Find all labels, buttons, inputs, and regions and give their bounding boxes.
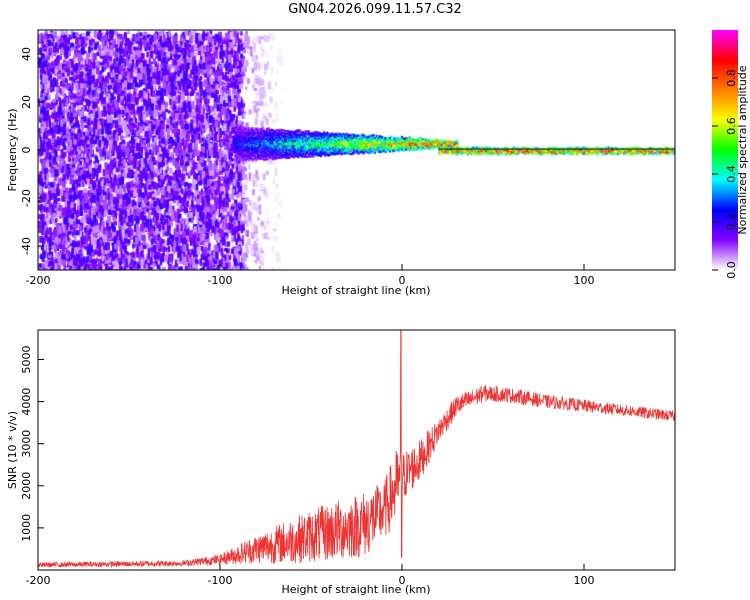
snr-y-tick-label: 3000 xyxy=(20,430,33,458)
spectrogram-x-tick-label: -200 xyxy=(26,274,51,287)
spectrogram-y-tick-label: 20 xyxy=(20,95,33,109)
spectrogram-y-tick-label: 40 xyxy=(20,47,33,61)
colorbar-tick-label: 0.4 xyxy=(725,165,738,183)
snr-series-line xyxy=(38,330,675,569)
spectrogram-x-ticks: -200 -100 0 100 xyxy=(26,264,595,287)
colorbar-tick-label: 0.6 xyxy=(725,117,738,135)
snr-x-tick-label: 0 xyxy=(399,574,406,587)
snr-panel: -200 -100 0 100 1000 2000 3000 4000 5000 Height… xyxy=(6,329,676,596)
snr-x-tick-label: -200 xyxy=(26,574,51,587)
snr-y-tick-label: 4000 xyxy=(20,388,33,416)
spectrogram-y-tick-label: -40 xyxy=(20,237,33,255)
colorbar-tick-label: 0.2 xyxy=(725,213,738,231)
colorbar-tick-label: 0.8 xyxy=(725,69,738,87)
spectrogram-x-label: Height of straight line (km) xyxy=(281,284,430,297)
main-title: GN04.2026.099.11.57.C32 xyxy=(288,2,462,17)
spectrogram-y-tick-label: -20 xyxy=(20,189,33,207)
snr-x-tick-label: 100 xyxy=(574,574,595,587)
snr-frame xyxy=(37,329,676,571)
snr-x-tick-label: -100 xyxy=(208,574,233,587)
colorbar-tick-label: 0.0 xyxy=(725,261,738,279)
snr-y-tick-label: 5000 xyxy=(20,345,33,373)
spectrogram-y-ticks: 40 20 0 -20 -40 xyxy=(20,47,44,255)
spectrogram-y-label: Frequency (Hz) xyxy=(6,109,19,192)
snr-x-ticks: -200 -100 0 100 xyxy=(26,564,595,587)
colorbar-ticks: 0.0 0.2 0.4 0.6 0.8 xyxy=(712,69,738,279)
spectrogram-x-tick-label: 100 xyxy=(574,274,595,287)
colorbar-gradient xyxy=(712,30,738,270)
snr-y-ticks: 1000 2000 3000 4000 5000 xyxy=(20,345,44,542)
spectrogram-x-tick-label: -100 xyxy=(208,274,233,287)
colorbar: 0.0 0.2 0.4 0.6 0.8 Normalized spectral ampl… xyxy=(712,30,749,279)
spectrogram-y-tick-label: 0 xyxy=(20,147,33,154)
spectrogram-panel: -200 -100 0 100 40 20 0 -20 -40 Height of strai… xyxy=(6,29,676,297)
snr-y-tick-label: 1000 xyxy=(20,514,33,542)
colorbar-label: Normalized spectral amplitude xyxy=(736,65,749,234)
snr-y-tick-label: 2000 xyxy=(20,472,33,500)
snr-y-label: SNR (10 * v/v) xyxy=(6,411,19,489)
snr-x-label: Height of straight line (km) xyxy=(281,583,430,596)
spectrogram-x-tick-label: 0 xyxy=(399,274,406,287)
spectrogram-heatmap xyxy=(38,30,675,270)
